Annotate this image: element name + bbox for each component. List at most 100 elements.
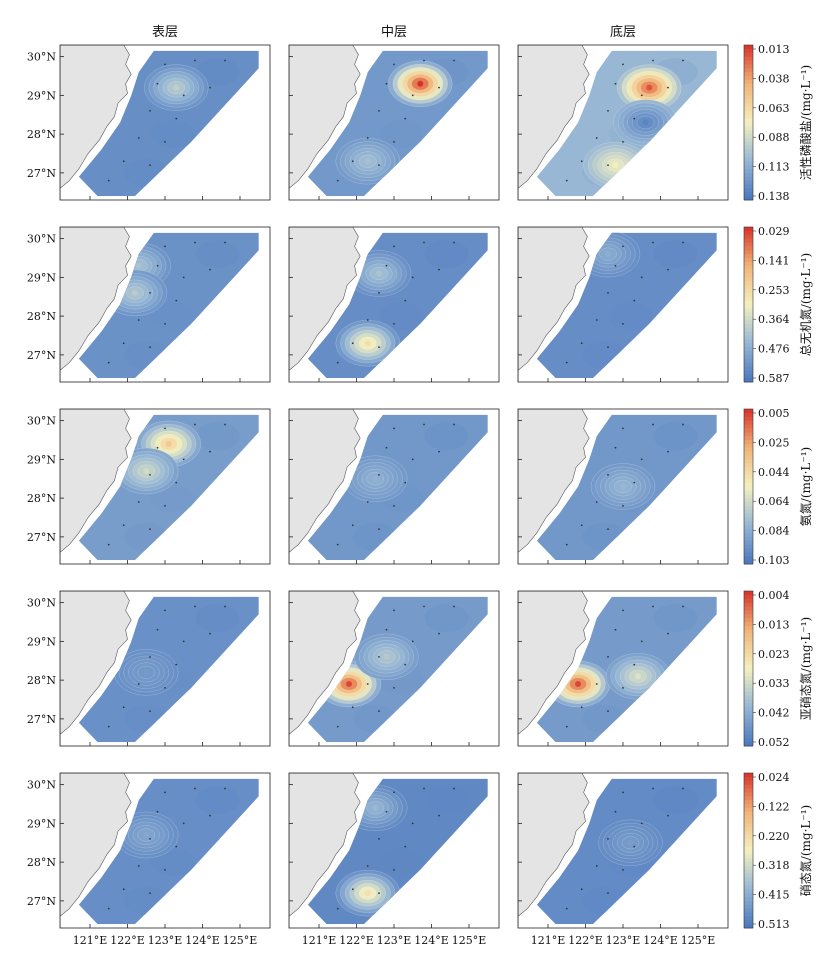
colorbar-tick-label: 0.138 xyxy=(758,190,790,203)
colorbar-segment xyxy=(744,788,753,793)
station-dot xyxy=(633,845,636,848)
station-dot xyxy=(580,706,583,709)
colorbar-segment xyxy=(744,145,753,151)
x-tick-label: 124°E xyxy=(185,934,220,947)
station-dot xyxy=(622,868,624,871)
station-dot xyxy=(194,241,196,244)
colorbar-segment xyxy=(744,881,753,886)
concentration-field xyxy=(307,50,488,197)
station-dot xyxy=(385,82,388,85)
colorbar-segment xyxy=(744,525,753,530)
station-dot xyxy=(652,241,654,244)
colorbar-segment xyxy=(744,536,753,542)
colorbar-segment xyxy=(744,327,753,333)
station-dot xyxy=(580,888,583,891)
station-dot xyxy=(182,276,185,279)
station-dot xyxy=(137,319,140,321)
station-dot xyxy=(351,160,354,163)
field-patch xyxy=(379,120,424,149)
colorbar-segment xyxy=(744,474,753,480)
x-tick-label: 122°E xyxy=(568,934,603,947)
colorbar-frame xyxy=(743,590,754,747)
colorbar-segment xyxy=(744,79,753,85)
colorbar-segment xyxy=(744,45,753,50)
colorbar-segment xyxy=(744,629,753,635)
station-dot xyxy=(149,528,151,531)
station-dot xyxy=(580,342,583,345)
station-dot xyxy=(156,810,159,813)
y-tick-label: 29°N xyxy=(27,635,56,648)
colorbar-tick-label: 0.220 xyxy=(758,830,790,843)
colorbar-tick-label: 0.029 xyxy=(758,225,790,238)
colorbar-segment xyxy=(744,811,753,817)
station-dot xyxy=(149,837,151,840)
station-dot xyxy=(640,276,643,279)
station-dot xyxy=(107,543,110,546)
concentration-field xyxy=(307,232,488,379)
station-dot xyxy=(633,299,636,302)
colorbar-segment xyxy=(744,912,753,917)
colorbar-segment xyxy=(744,296,753,302)
colorbar-segment xyxy=(744,281,753,286)
colorbar-segment xyxy=(744,722,753,728)
colorbar-segment xyxy=(744,846,753,851)
station-dot xyxy=(667,86,669,89)
station-dot xyxy=(378,164,380,167)
hotspot-peak xyxy=(346,681,352,687)
colorbar-tick-label: 0.513 xyxy=(758,918,790,931)
colorbar-tick-label: 0.084 xyxy=(758,525,790,538)
station-dot xyxy=(194,423,196,426)
station-dot xyxy=(607,164,609,167)
station-dot xyxy=(385,264,388,267)
station-dot xyxy=(622,686,624,689)
colorbar-label: 活性磷酸盐/(mg·L⁻¹) xyxy=(798,65,813,180)
station-dot xyxy=(652,787,654,790)
station-dot xyxy=(122,160,125,163)
hotspot-peak xyxy=(372,804,379,811)
colorbar-segment xyxy=(744,854,753,859)
station-dot xyxy=(336,179,339,182)
land-area xyxy=(60,409,132,564)
concentration-field xyxy=(536,414,717,561)
station-dot xyxy=(607,892,609,895)
colorbar-segment xyxy=(744,684,753,689)
hotspot-peak xyxy=(132,289,138,296)
station-dot xyxy=(378,291,380,294)
x-tick-label: 124°E xyxy=(643,934,678,947)
colorbar-label: 氨氮/(mg·L⁻¹) xyxy=(798,447,813,526)
field-patch xyxy=(150,302,195,331)
y-tick-label: 29°N xyxy=(27,817,56,830)
station-dot xyxy=(194,787,196,790)
colorbar-segment xyxy=(744,192,753,197)
station-dot xyxy=(209,450,211,453)
station-dot xyxy=(580,160,583,163)
station-dot xyxy=(149,892,151,895)
station-dot xyxy=(565,179,568,182)
colorbar-segment xyxy=(744,331,753,336)
station-dot xyxy=(351,888,354,891)
colorbar-segment xyxy=(744,502,753,507)
hotspot-peak xyxy=(364,158,371,165)
colorbar-segment xyxy=(744,730,753,735)
station-dot xyxy=(366,137,369,139)
station-dot xyxy=(453,787,455,790)
x-tick-label: 121°E xyxy=(531,934,566,947)
station-dot xyxy=(393,791,395,794)
column-title: 中层 xyxy=(381,25,407,40)
colorbar-tick-label: 0.024 xyxy=(758,771,790,784)
station-dot xyxy=(175,845,178,848)
station-dot xyxy=(336,907,339,910)
station-dot xyxy=(633,117,636,120)
colorbar-segment xyxy=(744,533,753,538)
hotspot-peak xyxy=(173,84,180,91)
station-dot xyxy=(411,458,414,461)
station-dot xyxy=(175,117,178,120)
colorbar-segment xyxy=(744,347,753,352)
colorbar-segment xyxy=(744,877,753,882)
station-dot xyxy=(209,268,211,271)
station-dot xyxy=(378,528,380,531)
station-dot xyxy=(453,423,455,426)
colorbar-segment xyxy=(744,897,753,902)
station-dot xyxy=(336,543,339,546)
x-tick-label: 122°E xyxy=(110,934,145,947)
